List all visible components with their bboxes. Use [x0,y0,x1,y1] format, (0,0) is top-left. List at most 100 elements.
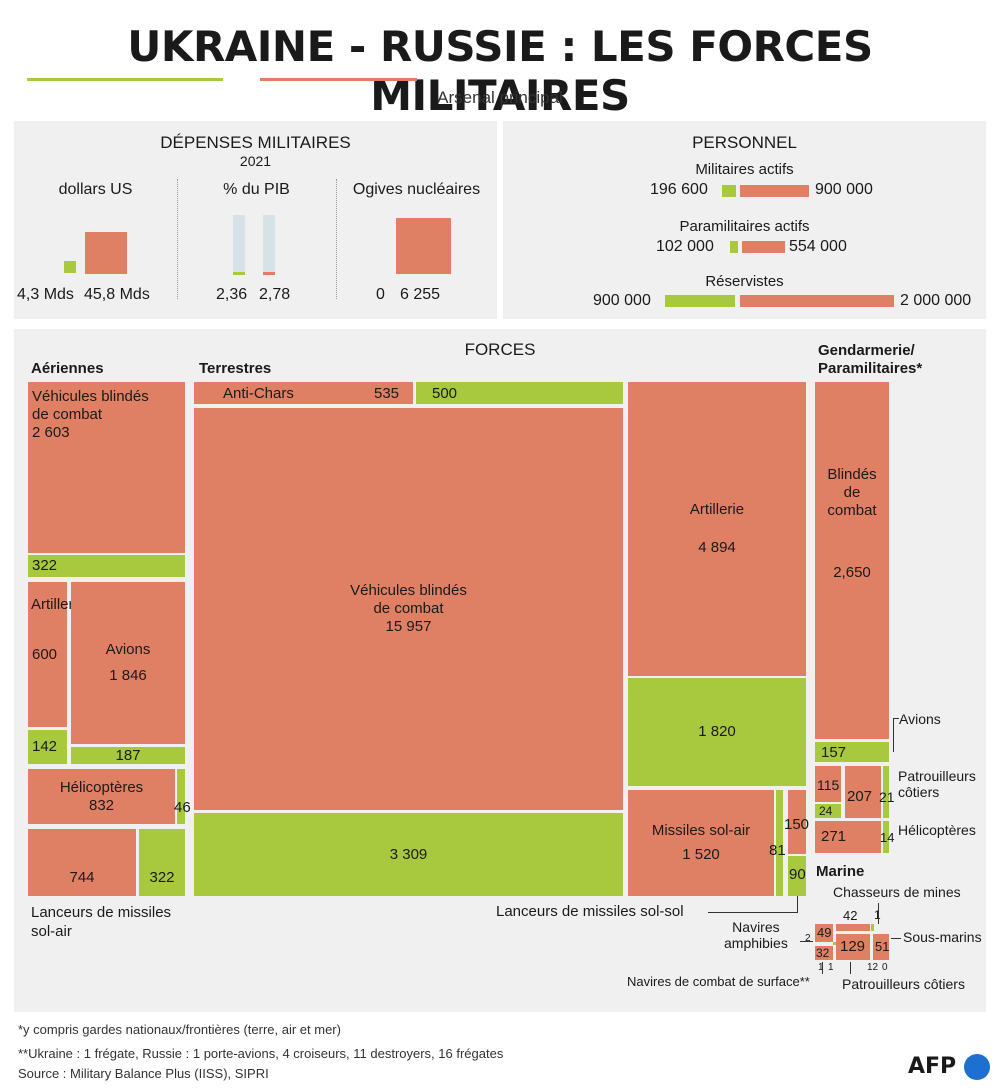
m-combat-russie: 32 [815,946,833,960]
vbc-ter-ukraine: 3 309 [194,813,623,896]
afp-logo-text: AFP [908,1054,957,1079]
dollars-label: dollars US [58,181,133,198]
para-russie-value: 554 000 [789,238,847,255]
m-combat-ua-value-1: 1 [818,962,824,973]
lanceurs-ss-label: Lanceurs de missiles sol-sol [496,903,684,920]
lanceurs-air-label: Lanceurs de missiles sol-air [31,903,171,941]
leader-line [878,903,879,924]
leader-line [797,896,798,913]
nukes-label: Ogives nucléaires [352,181,481,198]
vbc-ter-ru-value: 15 957 [385,618,432,635]
footnote-1: *y compris gardes nationaux/frontières (… [18,1022,341,1037]
m-chasseurs-russie [836,924,870,931]
blindes-label1: Blindés [827,466,877,483]
title-ukraine: UKRAINE [127,22,335,71]
m-chasseurs-ru-value: 42 [843,908,858,923]
lanceurs-ss-ua-value: 90 [789,866,806,883]
art-ter-russie: Artillerie 4 894 [628,382,806,676]
g-a-ua-value: 24 [819,804,833,818]
subtitle: Arsenal principal [437,88,563,107]
leader-line [708,912,798,913]
art-ter-ru-value: 4 894 [698,539,736,556]
avions-ua-value: 187 [115,746,141,764]
vbc-ter-ua-value: 3 309 [389,845,428,863]
title-russie: RUSSIE [379,22,547,71]
section-aeriennes: Aériennes [31,360,104,377]
helico-ua-value: 46 [174,799,191,816]
g-pat-label: Patrouilleurs côtiers [898,768,976,800]
pib-russie-value: 2,78 [259,286,291,303]
blindes-label: Blindés de combat [815,466,889,520]
lanceurs-air-label1: Lanceurs de missiles [31,904,172,921]
title-dash: - [348,22,366,71]
g-pat-ru-value: 207 [847,788,873,805]
blindes-russie: Blindés de combat 2,650 [815,382,889,739]
source: Source : Military Balance Plus (IISS), S… [18,1066,269,1081]
footnote-2: **Ukraine : 1 frégate, Russie : 1 porte-… [18,1046,504,1061]
art-ter-ua-value: 1 820 [698,723,736,740]
page-title: UKRAINE - RUSSIE : LES FORCES MILITAIRES [0,22,1000,120]
leader-line [891,938,901,939]
art-ter-ukraine: 1 820 [628,678,806,786]
spending-year: 2021 [239,153,272,169]
dollars-ukraine-bar [64,261,76,273]
blindes-label3: combat [827,502,877,519]
m-combat-label: Navires de combat de surface** [627,974,810,989]
leader-line [893,718,899,719]
m-amph-ua-value: 2 [805,933,811,944]
title-rest: : LES FORCES MILITAIRES [370,22,873,120]
reserve-ukraine-value: 900 000 [593,292,651,309]
g-a-russie: 115 [815,766,841,802]
m-combat-ua-value-2: 1 [828,962,834,973]
art-air-ru-value: 600 [32,646,58,663]
helico-russie: Hélicoptères 832 [28,769,175,824]
art-air-ukraine: 142 [28,730,67,764]
avions-russie: Avions 1 846 [71,582,185,744]
nukes-russie-bar [396,218,451,274]
anti-chars-label: Anti-Chars [223,385,294,402]
actifs-label: Militaires actifs [695,161,794,178]
g-helico-label: Hélicoptères [898,822,976,838]
pib-ukraine-track [233,215,245,275]
dollars-russie-value: 45,8 Mds [84,286,150,303]
lanceurs-air-ukraine: 322 [139,829,185,896]
vbc-ter-label1: Véhicules blindés [350,582,467,599]
pib-ukraine-fill [233,272,245,275]
m-amph-ru-value: 49 [817,925,832,940]
para-russie-bar [742,241,785,253]
m-amph-russie: 49 [815,924,833,942]
g-avions-label: Avions [899,711,941,727]
anti-chars-ukraine: 500 [416,382,623,404]
g-a-ru-value: 115 [817,777,840,793]
lanceurs-ss-russie [788,790,806,854]
lanceurs-ss-ukraine [788,856,806,896]
g-helico-russie: 271 [815,821,881,853]
anti-chars-russie: Anti-Chars 535 [194,382,413,404]
m-pat-ru-value: 129 [840,938,866,955]
g-helico-ukraine [883,821,889,853]
lanceurs-ss-ru-value: 150 [784,816,810,833]
gendarmerie-line2: Paramilitaires* [818,360,923,377]
m-amph-label: Navires amphibies [724,919,788,951]
afp-logo: AFP [908,1052,992,1082]
helico-ru-value: 832 [88,796,115,814]
vbc-air-ukraine: 322 [28,555,185,577]
vbc-air-label1: Véhicules blindés [32,388,149,405]
art-air-ua-value: 142 [32,738,58,755]
lanceurs-air-ua-value: 322 [149,868,175,886]
m-pat-label: Patrouilleurs côtiers [842,976,965,992]
blindes-ru-value: 2,650 [833,564,871,581]
ukraine-underline [27,78,223,81]
g-a-ukraine: 24 [815,804,841,818]
helico-ukraine [177,769,185,824]
g-pat-label2: côtiers [898,784,940,800]
lanceurs-air-label2: sol-air [31,923,72,940]
blindes-label2: de [843,484,861,501]
g-pat-ua-value: 21 [879,789,895,805]
leader-line [850,962,851,974]
para-label: Paramilitaires actifs [679,218,810,235]
art-air-russie: Artillerie 600 [28,582,85,727]
lanceurs-air-ru-value: 744 [69,868,95,886]
vbc-air-ru-value: 2 603 [32,424,70,441]
afp-logo-dot-icon [964,1054,990,1080]
